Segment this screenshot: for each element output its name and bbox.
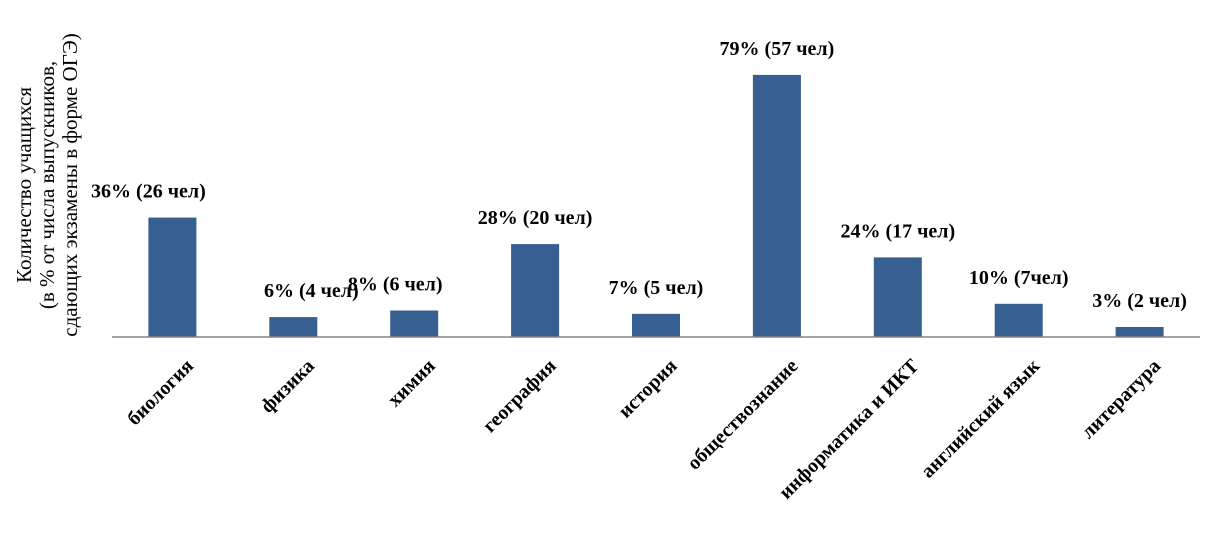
y-axis-title: Количество учащихся (в % от числа выпуск…: [12, 33, 82, 336]
y-axis-title-line-3: сдающих экзамены в форме ОГЭ): [58, 33, 82, 336]
bar-3: [390, 310, 439, 337]
bar-4: [511, 244, 560, 337]
category-labels-group: биология физика химия география история общес…: [123, 355, 1165, 504]
category-label-9: литература: [1077, 355, 1165, 443]
data-label-8: 10% (7чел): [969, 267, 1069, 289]
category-label-1: биология: [123, 355, 198, 430]
data-label-3: 8% (6 чел): [348, 274, 443, 296]
bar-5: [632, 313, 680, 337]
category-label-2: физика: [256, 355, 318, 417]
bar-2: [269, 317, 318, 337]
y-axis-title-line-1: Количество учащихся: [12, 87, 36, 283]
data-label-4: 28% (20 чел): [478, 207, 593, 229]
bar-1: [148, 217, 197, 337]
category-label-6: обществознание: [683, 355, 802, 474]
data-label-5: 7% (5 чел): [609, 277, 704, 299]
category-label-8: английский язык: [917, 355, 1045, 483]
y-axis-title-line-2: (в % от числа выпускников,: [35, 61, 59, 309]
data-label-6: 79% (57 чел): [720, 38, 835, 60]
bar-7: [873, 257, 922, 337]
data-label-7: 24% (17 чел): [840, 220, 955, 242]
bar-6: [752, 74, 801, 338]
data-labels-group: 36% (26 чел) 6% (4 чел)8% (6 чел) 28% (20 …: [91, 38, 1187, 312]
bar-9: [1115, 327, 1164, 337]
category-label-3: химия: [384, 355, 440, 411]
data-label-9: 3% (2 чел): [1092, 290, 1187, 312]
bar-8: [994, 303, 1043, 337]
data-label-2: 6% (4 чел): [264, 280, 359, 302]
category-label-7: информатика и ИКТ: [775, 355, 924, 504]
data-label-1: 36% (26 чел): [91, 181, 206, 203]
category-label-5: история: [614, 355, 682, 423]
category-label-4: география: [479, 355, 561, 437]
bars-group: [148, 74, 1164, 338]
